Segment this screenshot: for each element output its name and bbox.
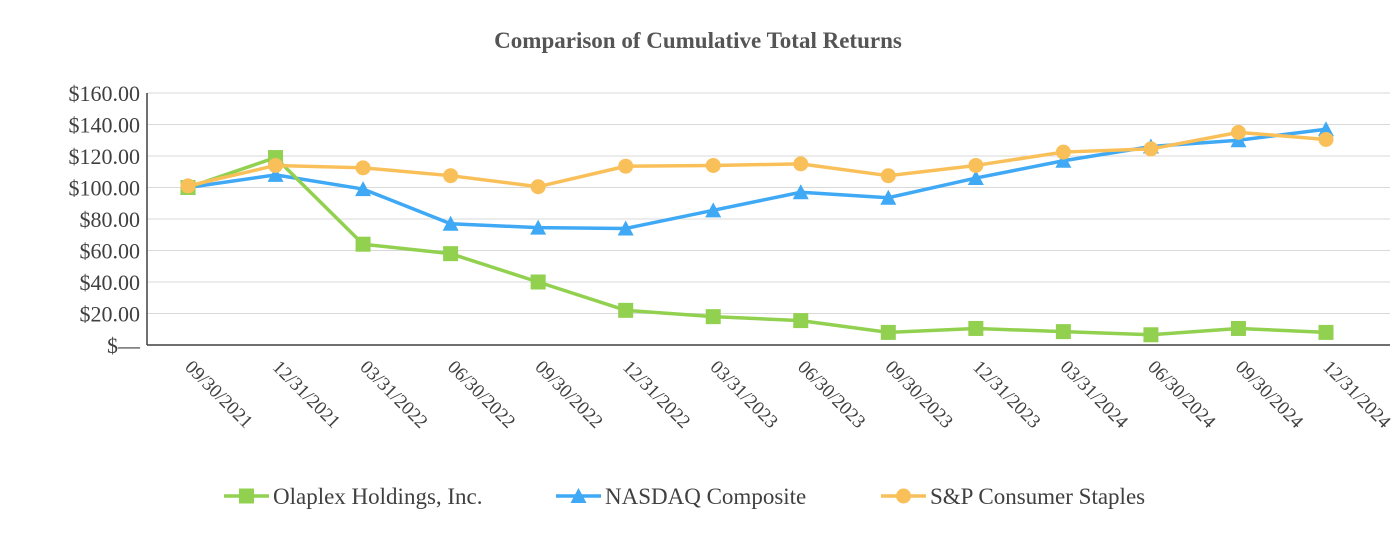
data-point (267, 166, 284, 182)
data-point (268, 157, 284, 173)
series-line (187, 155, 1327, 337)
data-point (967, 170, 984, 186)
y-tick-label: $40.00 (80, 270, 141, 295)
data-point (530, 219, 547, 235)
y-tick-label: $120.00 (69, 144, 141, 169)
data-point (880, 324, 896, 340)
data-point (180, 178, 196, 194)
grid (147, 92, 1390, 314)
data-point (793, 156, 809, 172)
y-tick-label: $100.00 (69, 176, 141, 201)
legend-marker (570, 488, 587, 503)
legend-item: S&P Consumer Staples (881, 484, 1145, 509)
x-tick-label: 06/30/2023 (793, 357, 869, 433)
data-point (355, 160, 371, 176)
x-tick-label: 12/31/2024 (1318, 357, 1394, 433)
series-circle (180, 124, 1334, 195)
legend-label: Olaplex Holdings, Inc. (273, 484, 483, 509)
x-tick-label: 06/30/2024 (1143, 357, 1219, 433)
data-point (1055, 152, 1072, 168)
data-point (1318, 324, 1334, 340)
x-tick-label: 03/31/2023 (706, 357, 782, 433)
legend: Olaplex Holdings, Inc. NASDAQ Composite S&… (224, 484, 1145, 509)
x-tick-label: 03/31/2022 (356, 357, 432, 433)
data-point (443, 168, 459, 184)
data-point (1318, 121, 1334, 137)
legend-label: S&P Consumer Staples (930, 484, 1145, 509)
data-point (530, 274, 546, 290)
y-tick-label: $140.00 (69, 113, 141, 138)
y-tick-label: $80.00 (80, 207, 141, 232)
data-point (705, 157, 721, 173)
data-point (792, 184, 809, 200)
data-point (443, 246, 459, 262)
series-group (180, 121, 1334, 343)
x-tick-label: 12/31/2021 (268, 357, 344, 433)
x-tick-label: 09/30/2024 (1231, 357, 1307, 433)
chart-title: Comparison of Cumulative Total Returns (494, 28, 902, 53)
data-point (1230, 320, 1246, 336)
x-tick-label: 12/31/2022 (618, 357, 694, 433)
x-tick-label: 09/30/2023 (881, 357, 957, 433)
y-tick-label: $160.00 (69, 81, 141, 106)
data-point (618, 302, 634, 318)
data-point (1055, 144, 1071, 160)
data-point (880, 168, 896, 184)
data-point (1318, 131, 1334, 147)
data-point (705, 309, 721, 325)
data-point (1143, 141, 1159, 157)
x-axis: 09/30/2021 12/31/2021 03/31/2022 06/30/2022… (180, 357, 1394, 433)
x-tick-label: 09/30/2021 (180, 357, 256, 433)
series-line (187, 130, 1327, 189)
legend-item: Olaplex Holdings, Inc. (224, 484, 483, 509)
data-point (1055, 324, 1071, 340)
data-point (355, 181, 372, 197)
data-point (793, 313, 809, 329)
legend-marker (239, 488, 254, 504)
legend-item: NASDAQ Composite (556, 484, 806, 509)
data-point (880, 189, 897, 205)
data-point (968, 320, 984, 336)
data-point (1230, 124, 1246, 140)
data-point (617, 220, 634, 236)
x-tick-label: 12/31/2023 (968, 357, 1044, 433)
y-axis: $— $20.00 $40.00 $60.00 $80.00 $100.00 $120.00… (69, 81, 1390, 358)
x-tick-label: 03/31/2024 (1056, 357, 1132, 433)
data-point (968, 157, 984, 173)
data-point (618, 158, 634, 174)
y-tick-label: $— (107, 333, 141, 358)
x-tick-label: 06/30/2022 (443, 357, 519, 433)
data-point (1143, 327, 1159, 343)
data-point (442, 215, 459, 231)
x-tick-label: 09/30/2022 (531, 357, 607, 433)
data-point (705, 202, 722, 218)
y-tick-label: $60.00 (80, 239, 141, 264)
y-tick-label: $20.00 (80, 302, 141, 327)
legend-label: NASDAQ Composite (605, 484, 806, 509)
data-point (530, 179, 546, 195)
data-point (355, 236, 371, 252)
series-triangle (180, 121, 1334, 236)
legend-marker (896, 488, 911, 504)
